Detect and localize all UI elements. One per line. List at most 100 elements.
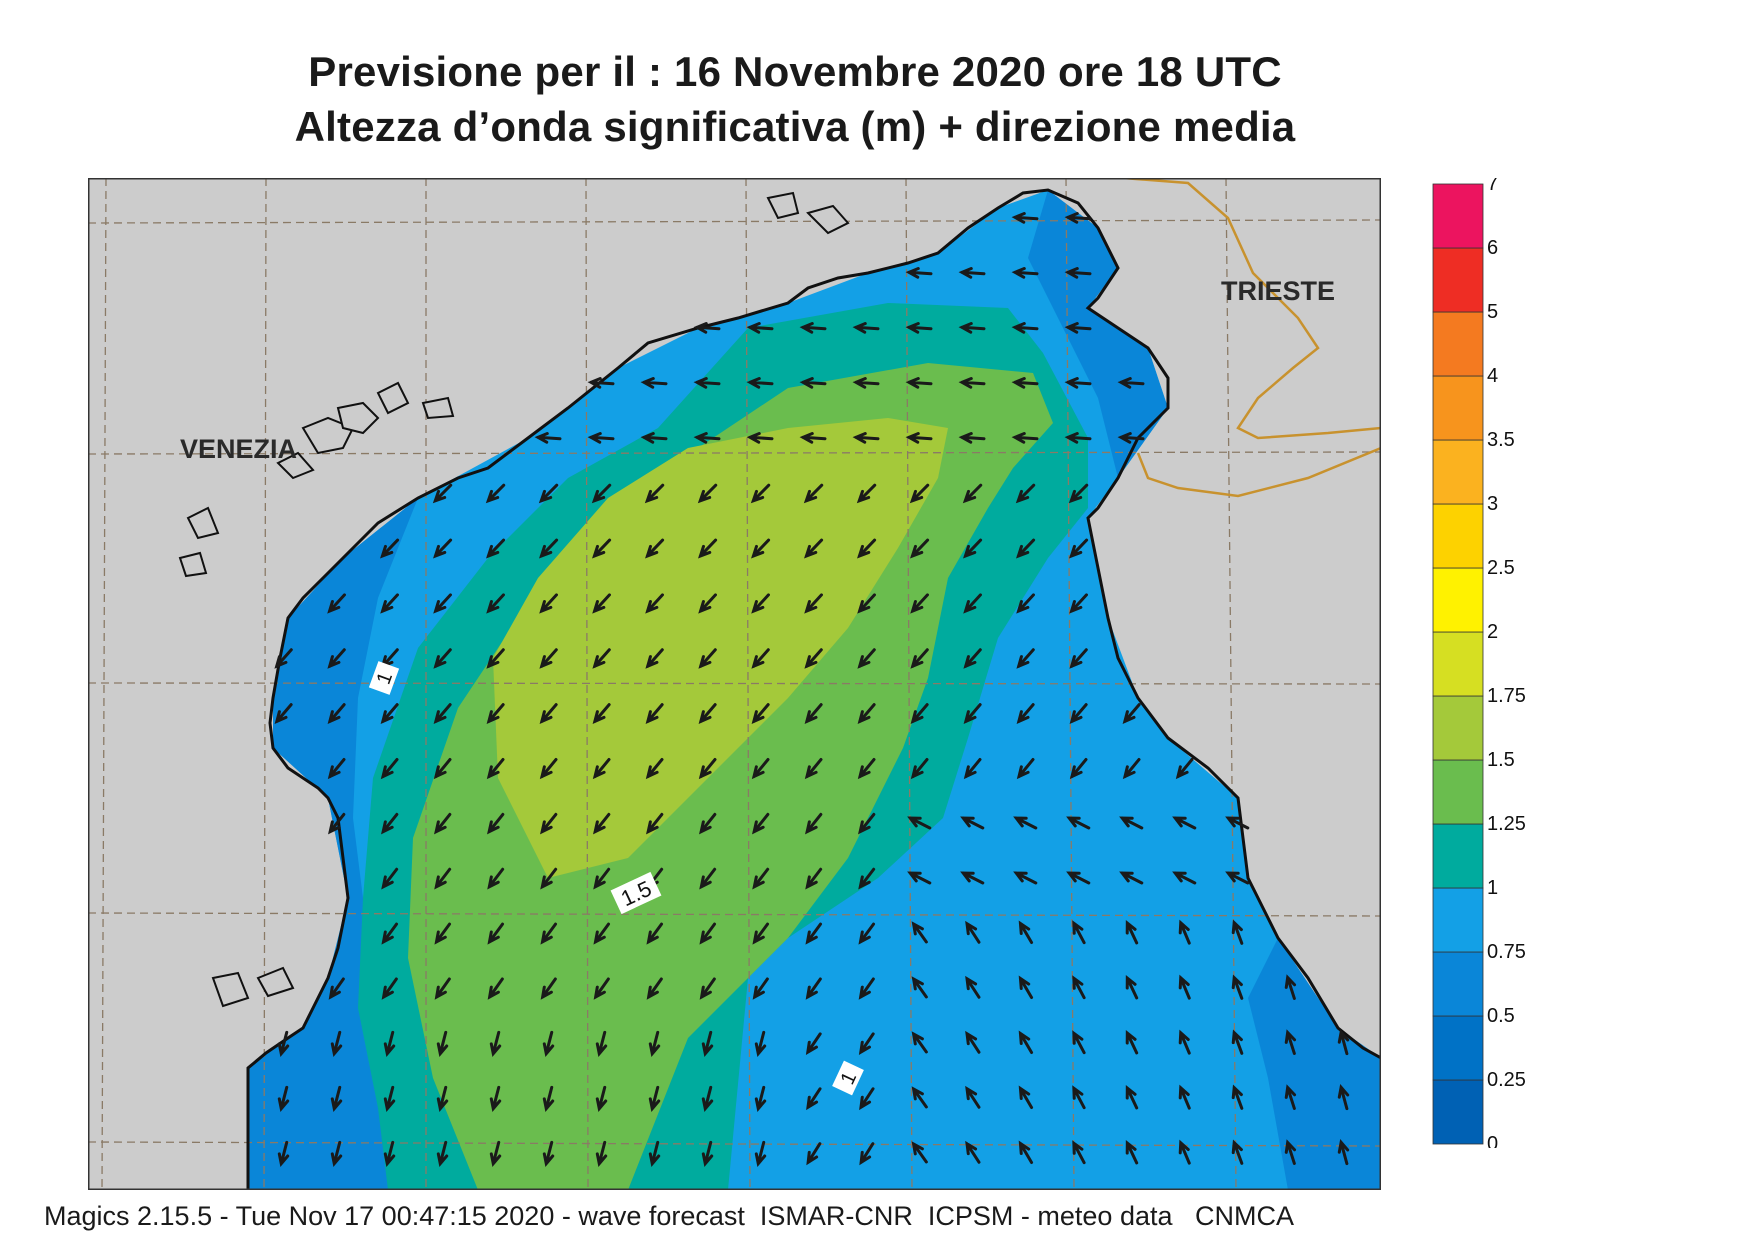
direction-arrow [542, 1030, 555, 1057]
direction-arrow [327, 593, 346, 614]
direction-arrow [433, 593, 452, 614]
direction-arrow [1231, 974, 1244, 1000]
direction-arrow [858, 812, 876, 835]
direction-arrow [905, 432, 933, 444]
direction-arrow [701, 1140, 714, 1167]
direction-arrow [754, 1140, 767, 1167]
direction-arrow [751, 703, 770, 724]
direction-arrow [433, 703, 452, 724]
direction-arrow [274, 703, 293, 724]
direction-arrow [963, 538, 983, 559]
direction-arrow [805, 977, 822, 1000]
direction-arrow [328, 812, 346, 835]
direction-arrow [330, 1085, 343, 1112]
direction-arrow [1072, 1085, 1086, 1110]
direction-arrow [593, 922, 611, 945]
direction-arrow [965, 1085, 981, 1109]
direction-arrow [433, 758, 452, 780]
direction-arrow [910, 758, 929, 780]
direction-arrow [327, 648, 346, 669]
direction-arrow [327, 758, 346, 780]
direction-arrow [274, 648, 293, 669]
direction-arrow [958, 322, 986, 334]
direction-arrow [911, 1031, 928, 1054]
direction-arrow [805, 812, 823, 835]
direction-arrow [1064, 267, 1092, 279]
direction-arrow [799, 377, 827, 389]
legend-swatch [1432, 759, 1484, 825]
legend-tick-label: 3.5 [1487, 429, 1515, 451]
direction-arrow [644, 483, 665, 504]
direction-arrow [436, 1085, 449, 1112]
direction-arrow [277, 1030, 290, 1057]
direction-arrow [1225, 816, 1250, 830]
direction-arrow [698, 703, 717, 724]
national-border [1122, 178, 1381, 498]
direction-arrow [693, 322, 721, 334]
direction-arrow [911, 1086, 928, 1109]
direction-arrow [693, 377, 721, 389]
direction-arrow [858, 922, 876, 945]
direction-arrow [699, 977, 716, 1000]
direction-arrow [806, 1087, 822, 1111]
direction-arrow [1016, 703, 1035, 724]
direction-arrow [592, 648, 611, 669]
direction-arrow [595, 1085, 608, 1112]
direction-arrow [540, 812, 558, 835]
direction-arrow [746, 322, 774, 334]
direction-arrow [383, 1030, 396, 1057]
legend-tick-label: 2 [1487, 621, 1498, 643]
legend-swatch [1432, 183, 1484, 249]
legend-tick-label: 6 [1487, 237, 1498, 259]
legend-swatch [1432, 951, 1484, 1017]
direction-arrow [486, 758, 505, 780]
legend-swatch [1432, 631, 1484, 697]
direction-arrow [539, 703, 558, 724]
direction-arrow [799, 432, 827, 444]
direction-arrow [905, 267, 933, 279]
direction-arrow [486, 648, 505, 669]
direction-arrow [965, 1140, 981, 1164]
legend-tick-label: 0.25 [1487, 1069, 1526, 1091]
direction-arrow [383, 1140, 396, 1167]
direction-arrow [330, 1030, 343, 1057]
direction-arrow [803, 483, 824, 504]
direction-arrow [1231, 1139, 1244, 1165]
direction-arrow [486, 593, 505, 614]
direction-arrow [542, 1140, 555, 1167]
direction-arrow [805, 1032, 822, 1055]
direction-arrow [963, 593, 982, 614]
direction-arrow [1117, 432, 1145, 444]
direction-arrow [857, 648, 876, 669]
direction-arrow [592, 538, 612, 559]
direction-arrow [436, 1140, 449, 1167]
direction-arrow [750, 483, 771, 504]
direction-arrow [752, 812, 770, 835]
direction-arrow [1178, 919, 1191, 945]
direction-arrow [965, 920, 981, 944]
direction-arrow [958, 432, 986, 444]
direction-arrow [1016, 593, 1035, 614]
legend-swatch [1432, 823, 1484, 889]
direction-arrow [698, 538, 718, 559]
legend-swatch [1432, 375, 1484, 441]
direction-arrow [1072, 1030, 1086, 1055]
direction-arrow [1018, 1085, 1034, 1109]
direction-arrow [1069, 593, 1088, 614]
direction-arrow [1069, 703, 1088, 724]
direction-arrow [646, 977, 663, 1000]
direction-arrow [1011, 267, 1039, 279]
coastline [246, 188, 1381, 1190]
direction-arrow [534, 432, 562, 444]
legend-swatch [1432, 695, 1484, 761]
direction-arrow [857, 703, 876, 724]
map-border [88, 178, 1381, 1190]
direction-arrow [1015, 483, 1036, 504]
direction-arrow [1013, 816, 1038, 830]
direction-arrow [910, 703, 929, 724]
direction-arrow [963, 648, 982, 669]
direction-arrow [540, 867, 558, 890]
direction-arrow [1337, 1139, 1350, 1166]
direction-arrow [591, 483, 612, 504]
legend-tick-label: 3 [1487, 493, 1498, 515]
